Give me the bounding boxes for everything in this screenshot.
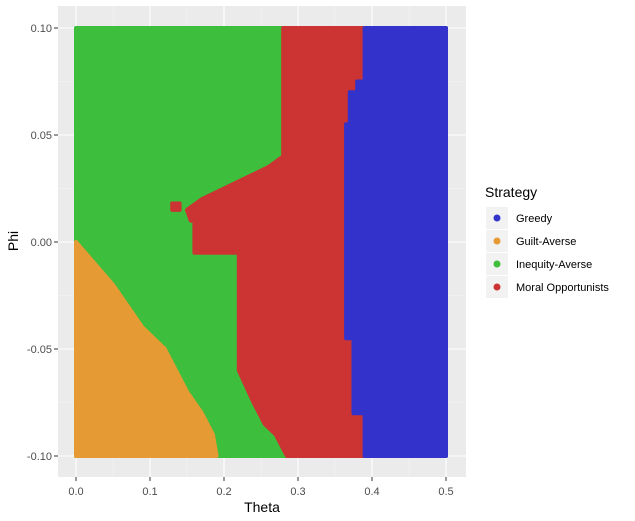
x-tick-label: 0.5 (438, 486, 453, 498)
x-tick-label: 0.3 (290, 486, 305, 498)
y-tick-label: 0.05 (31, 130, 52, 142)
region-greedy (344, 26, 448, 458)
y-axis: 0.10 0.05 0.00 -0.05 -0.10 (27, 23, 58, 463)
y-tick-label: -0.10 (27, 451, 52, 463)
legend-swatch-inequity-averse (493, 260, 501, 268)
legend-swatch-moral-opportunists (493, 283, 501, 291)
legend-label-greedy: Greedy (516, 213, 553, 225)
y-tick-label: 0.00 (31, 237, 52, 249)
x-axis: 0.0 0.1 0.2 0.3 0.4 0.5 (68, 477, 454, 498)
legend-label-moral-opportunists: Moral Opportunists (516, 282, 609, 294)
y-tick-label: 0.10 (31, 23, 52, 35)
legend-swatch-guilt-averse (493, 237, 501, 245)
region-guilt-averse (74, 240, 219, 458)
legend-label-guilt-averse: Guilt-Averse (516, 236, 576, 248)
region-moral-opportunists (170, 201, 182, 212)
y-axis-title: Phi (5, 231, 21, 251)
x-tick-label: 0.1 (142, 486, 157, 498)
y-tick-label: -0.05 (27, 344, 52, 356)
x-tick-label: 0.0 (68, 486, 83, 498)
x-tick-label: 0.2 (216, 486, 231, 498)
legend-swatch-greedy (493, 214, 501, 222)
legend-title: Strategy (485, 184, 537, 200)
x-tick-label: 0.4 (364, 486, 379, 498)
legend-items: Greedy Guilt-Averse Inequity-Averse Moral O… (486, 207, 609, 298)
strategy-regions (74, 26, 448, 458)
legend-label-inequity-averse: Inequity-Averse (516, 259, 592, 271)
legend: Strategy Greedy Guilt-Averse Inequity-Aver… (485, 184, 609, 298)
x-axis-title: Theta (244, 499, 280, 515)
